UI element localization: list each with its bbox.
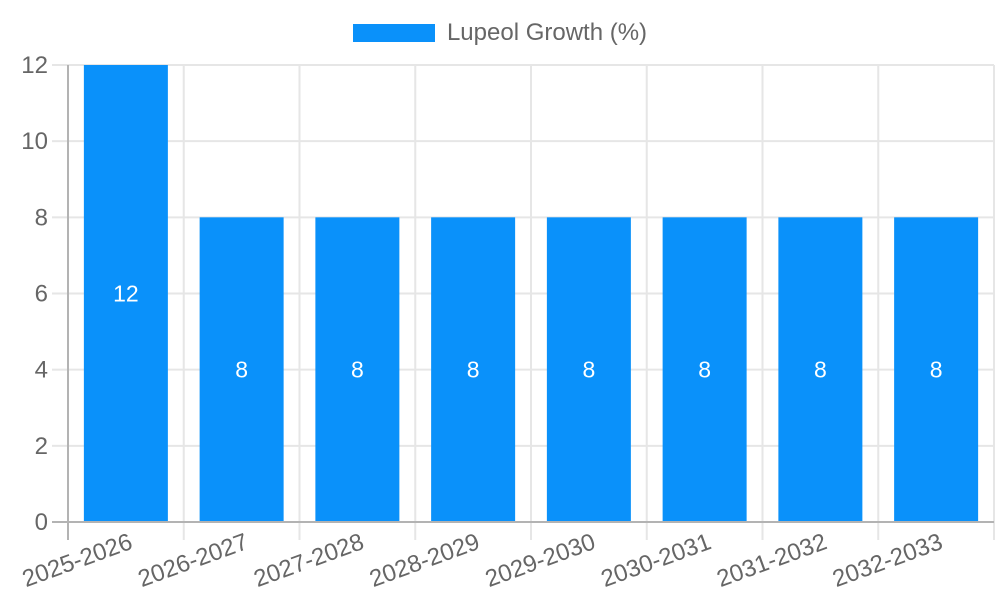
- bar-2025-2026[interactable]: [83, 65, 168, 521]
- y-tick-label: 12: [21, 52, 48, 79]
- bar-value-label: 8: [814, 357, 827, 383]
- bar-2027-2028[interactable]: [315, 217, 400, 522]
- legend-swatch: [352, 24, 435, 42]
- legend-label: Lupeol Growth (%): [446, 19, 648, 46]
- legend: Lupeol Growth (%): [0, 21, 1000, 45]
- bar-value-label: 8: [235, 357, 248, 383]
- bar-value-label: 8: [351, 357, 364, 383]
- bar-value-label: 8: [467, 357, 480, 383]
- x-tick-label: 2029-2030: [482, 528, 599, 593]
- bar-2031-2032[interactable]: [778, 217, 863, 522]
- bar-value-label: 12: [113, 281, 139, 307]
- x-tick-label: 2032-2033: [829, 528, 946, 593]
- bar-2029-2030[interactable]: [546, 217, 631, 522]
- y-tick-label: 8: [35, 204, 48, 231]
- x-tick-label: 2025-2026: [19, 528, 136, 593]
- bar-2030-2031[interactable]: [662, 217, 747, 522]
- bar-value-label: 8: [582, 357, 595, 383]
- y-tick-label: 0: [35, 509, 48, 536]
- x-tick-label: 2028-2029: [366, 528, 483, 593]
- bar-2028-2029[interactable]: [431, 217, 516, 522]
- x-tick-label: 2031-2032: [713, 528, 830, 593]
- y-tick-label: 10: [21, 128, 48, 155]
- bar-value-label: 8: [698, 357, 711, 383]
- y-tick-label: 2: [35, 433, 48, 460]
- y-tick-label: 4: [35, 357, 48, 384]
- bar-2032-2033[interactable]: [894, 217, 979, 522]
- bar-value-label: 8: [930, 357, 943, 383]
- x-tick-label: 2026-2027: [135, 528, 252, 593]
- bar-2026-2027[interactable]: [199, 217, 284, 522]
- x-tick-label: 2030-2031: [598, 528, 715, 593]
- x-tick-label: 2027-2028: [250, 528, 367, 593]
- legend-item-lupeol-growth[interactable]: Lupeol Growth (%): [352, 19, 648, 46]
- y-tick-label: 6: [35, 281, 48, 308]
